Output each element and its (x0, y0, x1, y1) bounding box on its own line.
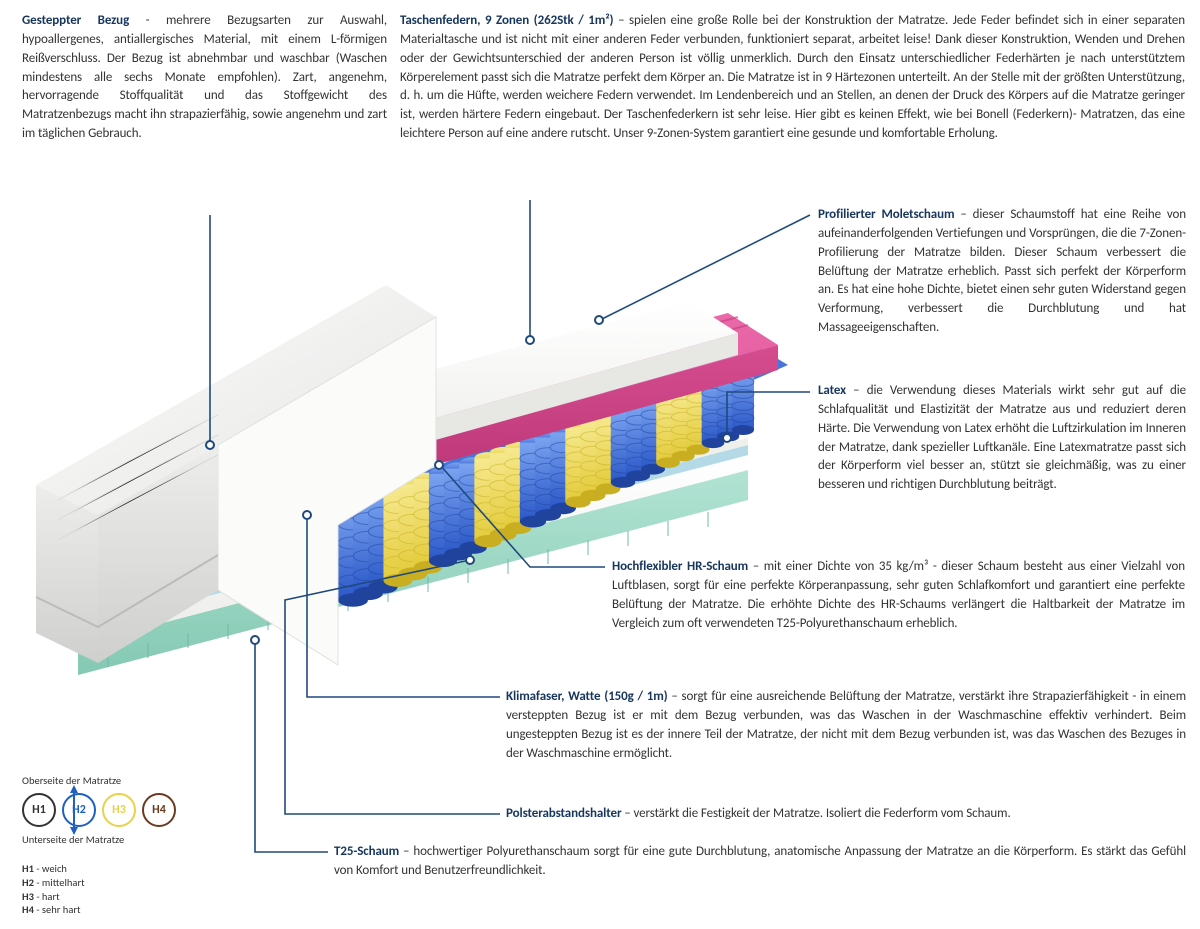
section-latex-title: Latex (818, 383, 846, 398)
section-cover-title: Gesteppter Bezug (22, 13, 129, 28)
dot-polster (465, 555, 475, 565)
legend-row-h4: H4 - sehr hart (22, 903, 232, 917)
dot-hrfoam (434, 460, 444, 470)
section-springs-title: Taschenfedern, 9 Zonen (262Stk / 1m²) (400, 13, 614, 28)
legend-bottom-caption: Unterseite der Matratze (22, 833, 232, 846)
hardness-legend: Oberseite der Matratze H1 H2 H3 H4 Unter… (22, 772, 232, 917)
hardness-h3: H3 (102, 793, 136, 827)
section-moletschaum-title: Profilierter Moletschaum (818, 207, 954, 222)
section-moletschaum: Profilierter Moletschaum – dieser Schaum… (818, 206, 1186, 338)
section-polster-title: Polsterabstandshalter (506, 806, 621, 821)
dot-klimafaser (302, 510, 312, 520)
section-springs: Taschenfedern, 9 Zonen (262Stk / 1m²) – … (400, 12, 1185, 144)
dot-moletschaum (594, 315, 604, 325)
section-springs-body: – spielen eine große Rolle bei der Konst… (400, 13, 1185, 141)
legend-arrows-icon (68, 781, 80, 839)
section-cover: Gesteppter Bezug - mehrere Bezugsarten z… (22, 12, 387, 144)
section-t25-body: – hochwertiger Polyurethanschaum sorgt f… (334, 844, 1186, 878)
legend-top-caption: Oberseite der Matratze (22, 774, 232, 787)
section-polster: Polsterabstandshalter – verstärkt die Fe… (506, 805, 1186, 824)
legend-row-h1: H1 - weich (22, 862, 232, 876)
section-latex: Latex – die Verwendung dieses Materials … (818, 382, 1186, 495)
dot-cover (205, 440, 215, 450)
hardness-h4: H4 (142, 793, 176, 827)
dot-latex (722, 433, 732, 443)
dot-springs (525, 335, 535, 345)
section-latex-body: – die Verwendung dieses Materials wirkt … (818, 383, 1186, 492)
section-polster-body: – verstärkt die Festigkeit der Matratze.… (621, 806, 1010, 821)
legend-row-h2: H2 - mittelhart (22, 876, 232, 890)
section-t25: T25-Schaum – hochwertiger Polyurethansch… (334, 843, 1186, 881)
hardness-h1: H1 (22, 793, 56, 827)
dot-t25 (250, 635, 260, 645)
legend-row-h3: H3 - hart (22, 890, 232, 904)
section-cover-body: - mehrere Bezugsarten zur Auswahl, hypoa… (22, 13, 387, 141)
section-moletschaum-body: – dieser Schaumstoff hat eine Reihe von … (818, 207, 1186, 335)
mattress-diagram (18, 205, 808, 745)
section-t25-title: T25-Schaum (334, 844, 399, 859)
